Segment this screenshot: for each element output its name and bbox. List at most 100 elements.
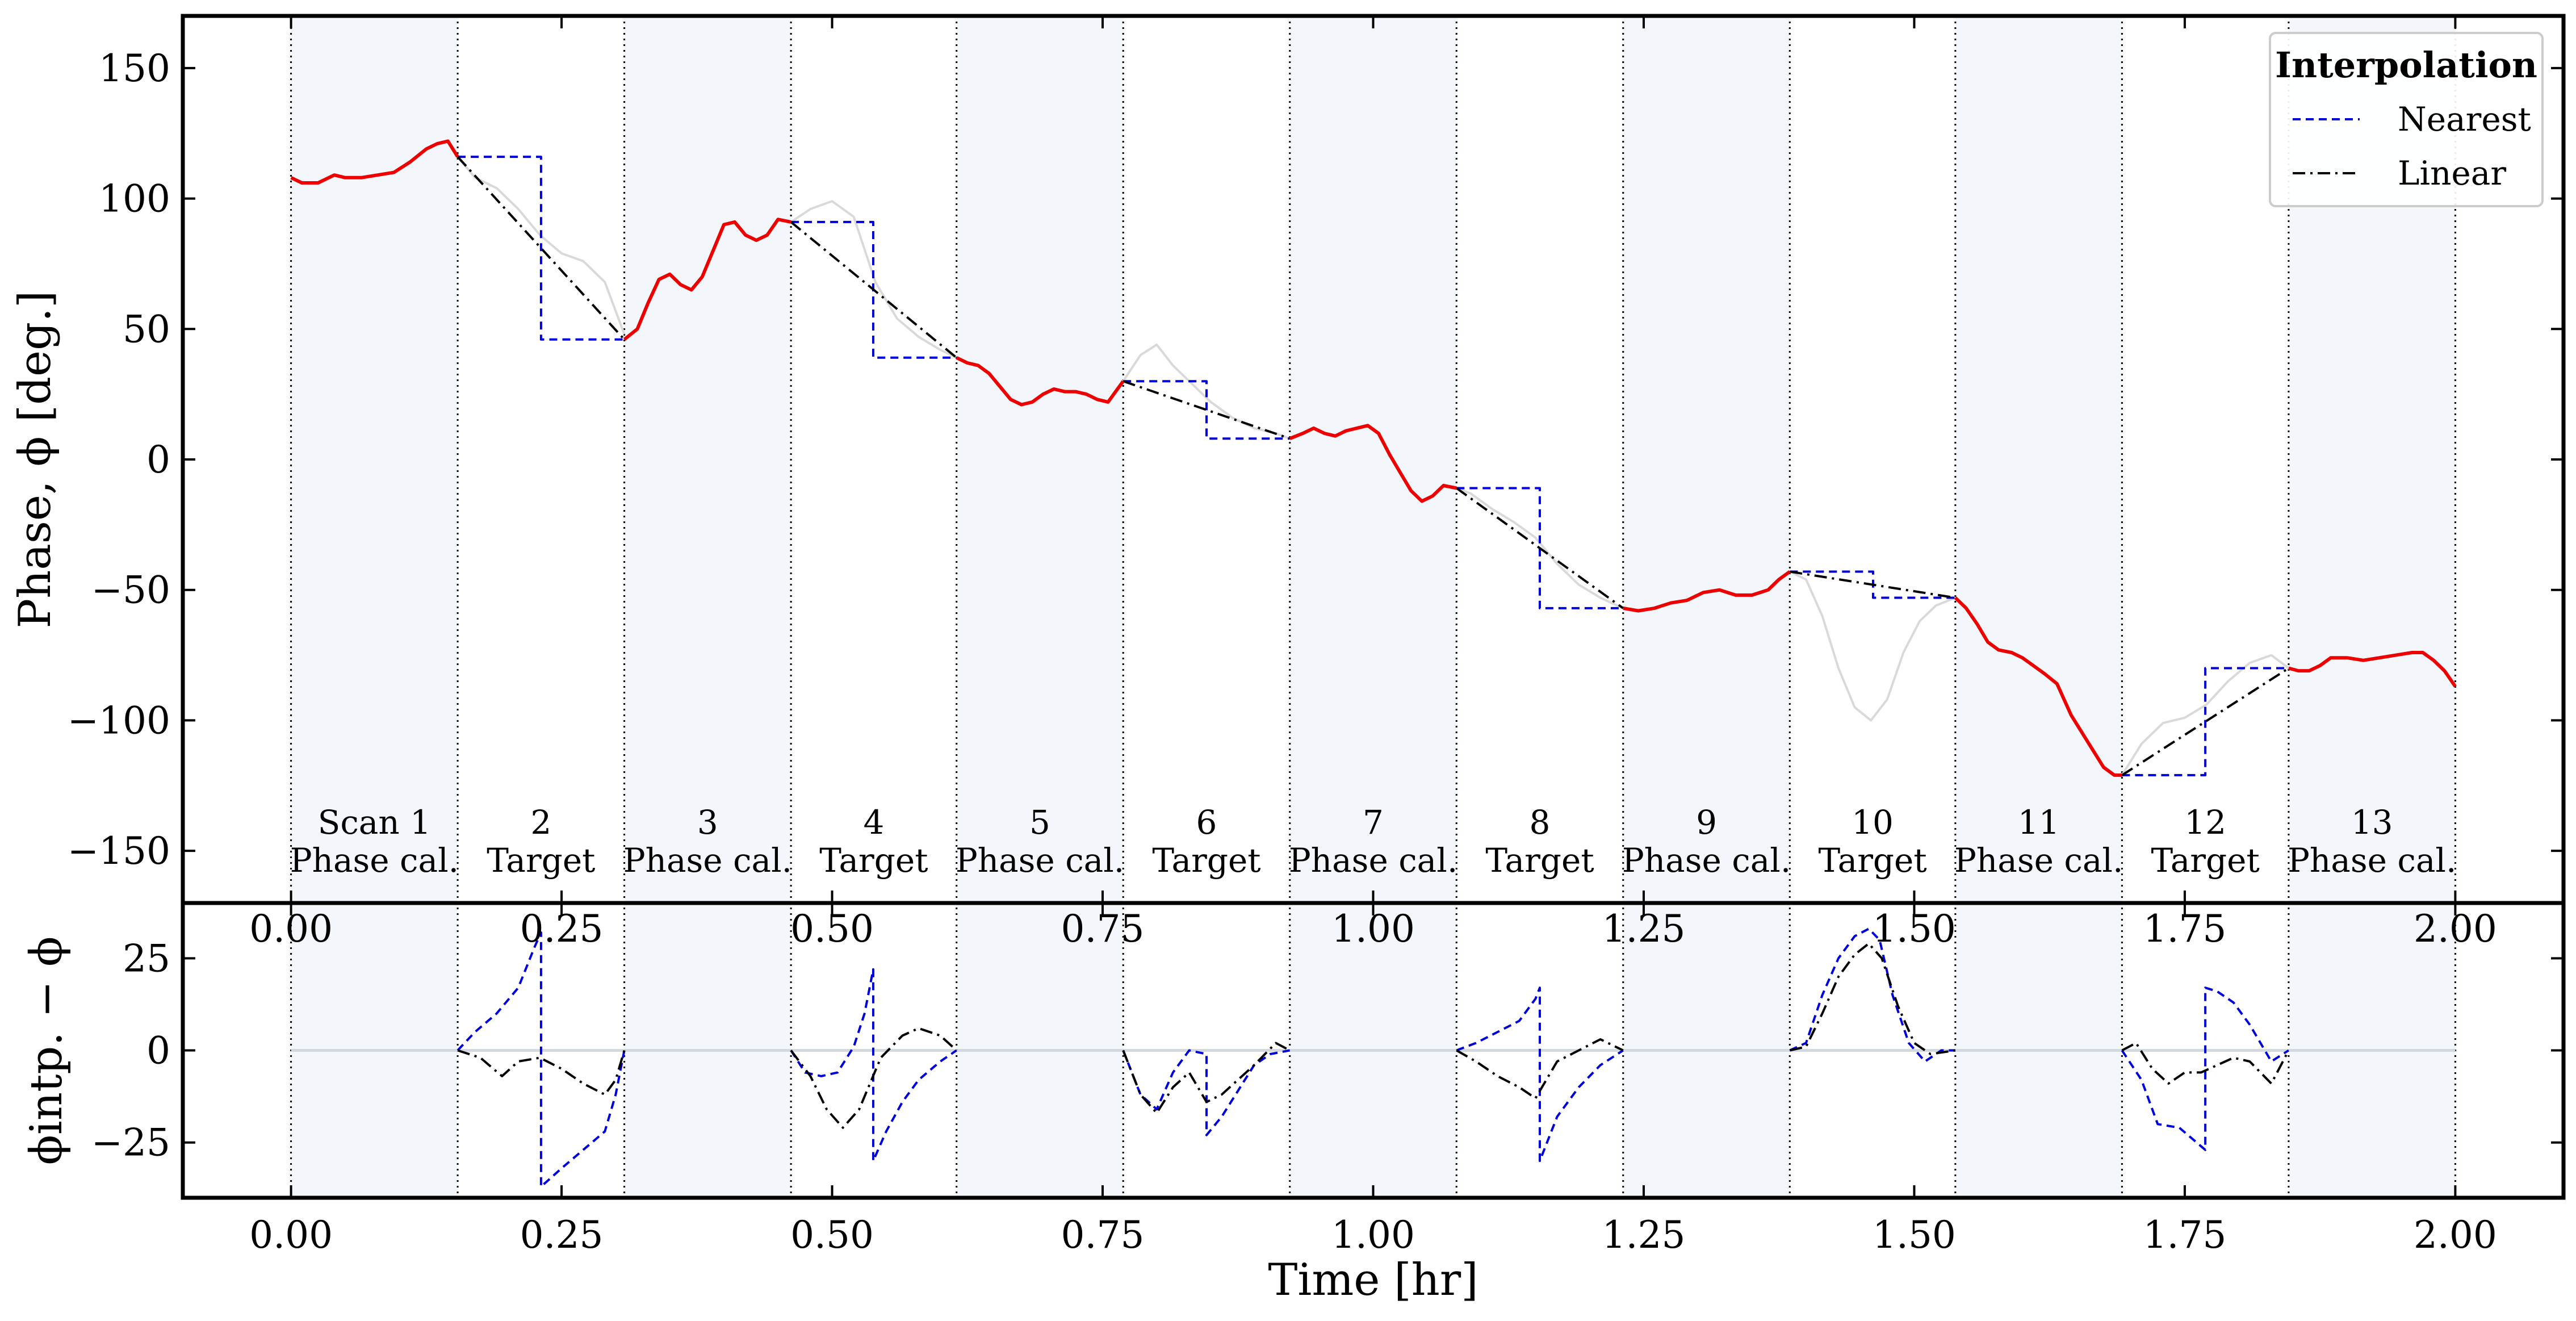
legend: Interpolation Nearest Linear [2269, 32, 2544, 207]
calibrator-phase-line [1289, 424, 1457, 503]
ticks [183, 16, 2564, 1198]
scan-number-label: 9 [1696, 803, 1717, 842]
scan-number-label: 6 [1196, 803, 1217, 842]
calibrator-phase-line [956, 356, 1125, 407]
top-y-axis-label: Phase, ϕ [deg.] [10, 291, 61, 629]
scan-number-label: 2 [530, 803, 551, 842]
scan-number-label: 8 [1530, 803, 1551, 842]
top-x-tick-label: 2.00 [2414, 907, 2497, 951]
calibrator-phase-line [1623, 570, 1791, 613]
scan-kind-label: Target [819, 841, 928, 880]
scan-number-label: 5 [1029, 803, 1050, 842]
nearest-line [1123, 380, 1290, 440]
top-y-tick-label: 50 [123, 307, 170, 351]
scan-number-label: 7 [1363, 803, 1384, 842]
scan-kind-label: Phase cal. [1622, 841, 1791, 880]
bottom-x-tick-label: 1.50 [1873, 1213, 1956, 1257]
scan-kind-label: Phase cal. [956, 841, 1125, 880]
scan-kind-label: Phase cal. [623, 841, 793, 880]
bottom-x-tick-label: 0.50 [790, 1213, 874, 1257]
scan-kind-label: Phase cal. [290, 841, 459, 880]
linear-line [790, 1027, 958, 1129]
top-x-tick-label: 0.75 [1061, 907, 1145, 951]
bottom-x-tick-label: 1.00 [1331, 1213, 1415, 1257]
top-y-tick-label: −100 [68, 699, 170, 742]
linear-line [457, 1049, 626, 1096]
scan-kind-label: Target [1818, 841, 1926, 880]
scan-shading [291, 16, 2456, 1198]
scan-number-label: 12 [2184, 803, 2226, 842]
top-panel-plot-area [290, 139, 2457, 777]
phase-cal-band [1623, 16, 1790, 903]
true-phase-target-line [2121, 654, 2290, 776]
nearest-line [1122, 1049, 1291, 1136]
scan-kind-label: Phase cal. [1289, 841, 1458, 880]
top-y-tick-label: 100 [99, 177, 170, 221]
phase-cal-band [624, 16, 791, 903]
top-x-tick-label: 1.75 [2143, 907, 2226, 951]
nearest-line [1789, 927, 1955, 1063]
scan-kind-label: Target [2151, 841, 2260, 880]
linear-line [790, 221, 957, 359]
calibrator-phase-line [623, 218, 791, 341]
legend-box [2269, 32, 2544, 207]
phase-cal-band [1289, 16, 1457, 903]
bottom-x-tick-label: 2.00 [2414, 1213, 2497, 1257]
legend-entry-label: Nearest [2398, 100, 2531, 139]
top-y-tick-label: 0 [146, 438, 170, 482]
linear-line [1456, 1038, 1624, 1100]
scan-kind-label: Target [1152, 841, 1260, 880]
nearest-line [2121, 986, 2289, 1151]
linear-line [1789, 570, 1956, 599]
calibrator-phase-line [1954, 596, 2122, 777]
scan-number-label: 11 [2018, 803, 2060, 842]
scan-number-label: 10 [1852, 803, 1894, 842]
phase-cal-band [291, 16, 458, 903]
bottom-y-tick-label: 0 [146, 1029, 170, 1073]
legend-entry-label: Linear [2398, 154, 2506, 193]
legend-title: Interpolation [2275, 44, 2537, 86]
bottom-x-tick-label: 0.75 [1061, 1213, 1145, 1257]
scan-number-label: 3 [697, 803, 718, 842]
nearest-line [2122, 667, 2289, 776]
bottom-x-tick-label: 0.25 [520, 1213, 604, 1257]
bottom-y-axis-label: ϕintp. − ϕ [21, 937, 72, 1165]
top-x-tick-label: 1.00 [1331, 907, 1415, 951]
linear-line [2121, 667, 2289, 776]
top-y-tick-label: −50 [91, 568, 170, 612]
bottom-panel-plot-area [291, 927, 2456, 1188]
scan-number-label: 4 [863, 803, 884, 842]
top-x-tick-label: 0.50 [790, 907, 874, 951]
top-x-tick-label: 0.25 [520, 907, 604, 951]
linear-line [1789, 942, 1956, 1055]
top-y-tick-label: −150 [68, 829, 170, 873]
nearest-line [1456, 986, 1624, 1163]
linear-line [456, 156, 626, 341]
top-x-tick-label: 0.00 [249, 907, 333, 951]
bottom-x-tick-label: 0.00 [249, 1213, 333, 1257]
linear-line [2121, 1042, 2290, 1085]
bottom-y-tick-label: 25 [123, 937, 170, 980]
true-phase-target-line [1789, 570, 1956, 722]
linear-line [1122, 1042, 1291, 1114]
calibrator-phase-line [2288, 651, 2457, 688]
bottom-x-tick-label: 1.25 [1602, 1213, 1686, 1257]
top-x-tick-label: 1.50 [1873, 907, 1956, 951]
scan-kind-label: Target [1485, 841, 1594, 880]
nearest-line [458, 156, 625, 341]
labels: 0.00 0.00 0.25 0.25 0.50 0.50 0.75 0.75 1.00 1.00… [10, 47, 2497, 1306]
scan-kind-label: Phase cal. [2288, 841, 2457, 880]
bottom-x-tick-label: 1.75 [2143, 1213, 2226, 1257]
x-axis-label: Time [hr] [1268, 1255, 1478, 1306]
linear-line [1456, 487, 1624, 609]
scan-kind-label: Target [487, 841, 595, 880]
phase-cal-band [1955, 16, 2122, 903]
top-x-tick-label: 1.25 [1602, 907, 1686, 951]
scan-kind-label: Phase cal. [1954, 841, 2123, 880]
linear-line [1122, 380, 1291, 440]
top-y-tick-label: 150 [99, 47, 170, 90]
nearest-line [790, 968, 957, 1163]
scan-number-label: Scan 1 [318, 803, 432, 842]
calibrator-phase-line [290, 139, 459, 185]
